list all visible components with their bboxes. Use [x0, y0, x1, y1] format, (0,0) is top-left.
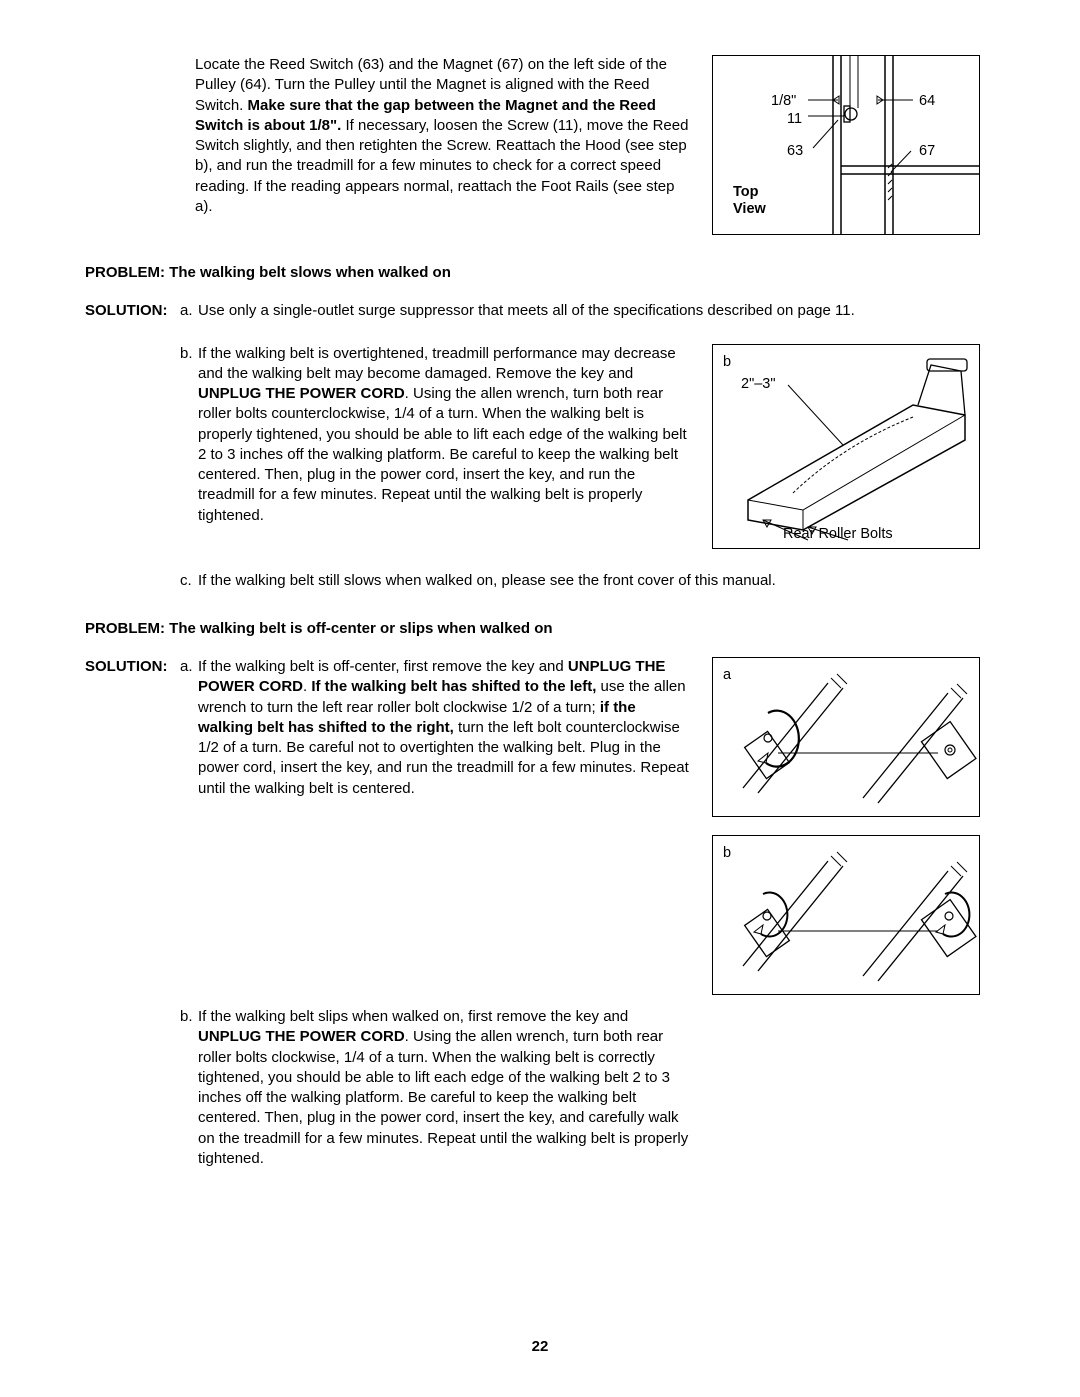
solution-1c-letter: c. — [180, 571, 198, 591]
sol2a-pre: If the walking belt is off-center, first… — [198, 658, 568, 675]
sol1b-post: . Using the allen wrench, turn both rear… — [198, 385, 687, 524]
sol2b-post: . Using the allen wrench, turn both rear… — [198, 1028, 688, 1167]
solution-1a-letter: a. — [180, 301, 198, 321]
label-top-view: Top View — [733, 184, 766, 219]
intro-row: Locate the Reed Switch (63) and the Magn… — [85, 55, 980, 235]
label-18: 1/8" — [771, 92, 796, 112]
solution-2a-body: If the walking belt is off-center, first… — [198, 657, 694, 995]
solution-label-2: SOLUTION: — [85, 657, 180, 995]
fig-a-label: a — [723, 666, 731, 686]
sol1b-pre: If the walking belt is overtightened, tr… — [198, 345, 676, 382]
fig-b2-label: b — [723, 844, 731, 864]
solution-1a: SOLUTION: a. Use only a single-outlet su… — [85, 301, 980, 321]
figure-b2: b — [712, 835, 980, 995]
intro-paragraph: Locate the Reed Switch (63) and the Magn… — [195, 55, 694, 217]
label-11: 11 — [787, 110, 802, 130]
solution-2a-row: SOLUTION: a. If the walking belt is off-… — [85, 657, 980, 995]
solution-2b-letter: b. — [180, 1007, 198, 1169]
label-64: 64 — [919, 92, 935, 112]
label-63: 63 — [787, 142, 803, 162]
problem-1: PROBLEM: The walking belt slows when wal… — [85, 263, 980, 283]
page-number: 22 — [0, 1337, 1080, 1357]
solution-2b-row: b. If the walking belt slips when walked… — [85, 1007, 980, 1169]
figure-a: a — [712, 657, 980, 817]
intro-text: Locate the Reed Switch (63) and the Magn… — [85, 55, 694, 235]
sol1b-bold: UNPLUG THE POWER CORD — [198, 385, 405, 402]
solution-1b: b. If the walking belt is overtightened,… — [85, 344, 694, 549]
solution-2a: SOLUTION: a. If the walking belt is off-… — [85, 657, 694, 995]
figure-b1: b 2"–3" Rear Roller Bolts — [712, 344, 980, 549]
sol2b-pre: If the walking belt slips when walked on… — [198, 1008, 628, 1025]
label-67: 67 — [919, 142, 935, 162]
fig-b1-label-b: b — [723, 353, 731, 373]
solution-2b: b. If the walking belt slips when walked… — [85, 1007, 980, 1169]
sol2a-b2: If the walking belt has shifted to the l… — [311, 678, 596, 695]
fig-b1-23: 2"–3" — [741, 375, 776, 395]
figure-a-svg — [713, 658, 979, 816]
sol2b-bold: UNPLUG THE POWER CORD — [198, 1028, 405, 1045]
figure-b2-svg — [713, 836, 979, 994]
solution-1a-row: SOLUTION: a. Use only a single-outlet su… — [85, 301, 980, 321]
solution-1c-row: c. If the walking belt still slows when … — [85, 571, 980, 591]
solution-1c-text: If the walking belt still slows when wal… — [198, 571, 980, 591]
solution-1c: c. If the walking belt still slows when … — [85, 571, 980, 591]
solution-1b-body: If the walking belt is overtightened, tr… — [198, 344, 694, 549]
figure-top-view: 1/8" 11 63 64 67 Top View — [712, 55, 980, 235]
fig-b1-rear: Rear Roller Bolts — [783, 525, 963, 545]
solution-2a-letter: a. — [180, 657, 198, 995]
solution-label: SOLUTION: — [85, 301, 180, 321]
figure-column: a — [712, 657, 980, 995]
solution-1b-letter: b. — [180, 344, 198, 549]
problem-2: PROBLEM: The walking belt is off-center … — [85, 619, 980, 639]
solution-1a-text: Use only a single-outlet surge suppresso… — [198, 301, 980, 321]
solution-2b-body: If the walking belt slips when walked on… — [198, 1007, 694, 1169]
solution-1b-row: b. If the walking belt is overtightened,… — [85, 344, 980, 549]
